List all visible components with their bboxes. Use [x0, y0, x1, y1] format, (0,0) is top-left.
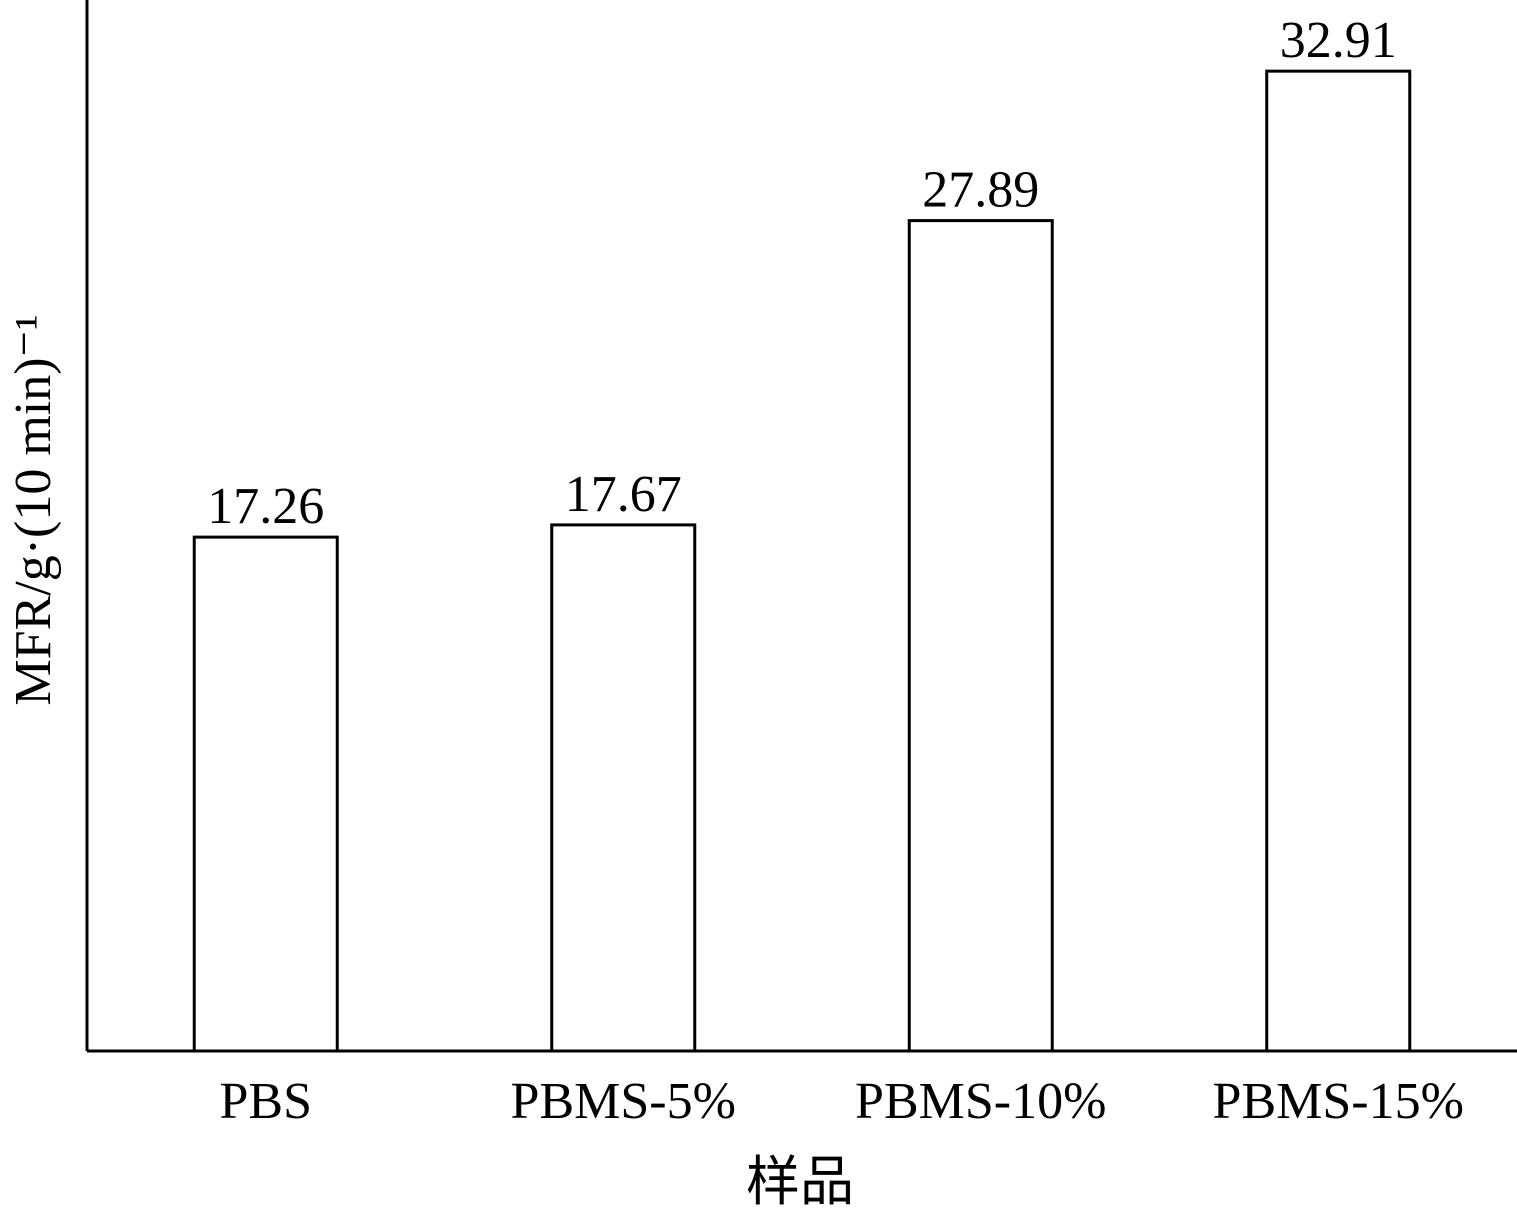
bar: [1265, 69, 1412, 1053]
value-label: 17.26: [207, 478, 324, 535]
x-tick-label: PBMS-10%: [855, 1073, 1106, 1130]
value-label: 17.67: [565, 466, 682, 523]
y-axis-label: MFR/g·(10 min)⁻¹: [5, 314, 62, 705]
bar: [192, 535, 339, 1053]
bar: [907, 219, 1054, 1053]
value-label: 27.89: [922, 162, 1039, 219]
value-label: 32.91: [1280, 12, 1397, 69]
bar: [550, 523, 697, 1053]
x-tick-label: PBMS-15%: [1213, 1073, 1464, 1130]
x-tick-label: PBMS-5%: [511, 1073, 736, 1130]
x-axis-label: 样品: [746, 1152, 854, 1210]
x-tick-label: PBS: [219, 1073, 312, 1130]
